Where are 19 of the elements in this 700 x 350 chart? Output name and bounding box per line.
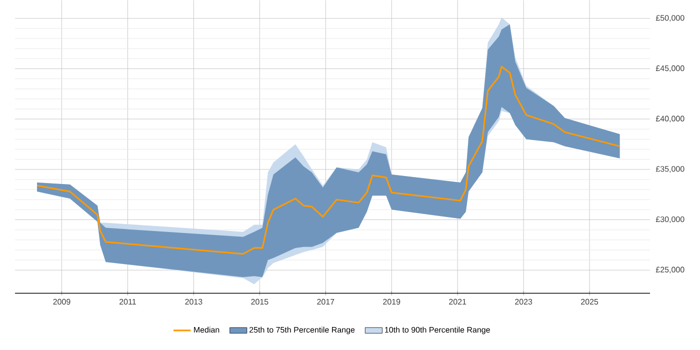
x-tick-label: 2025 [581,298,598,304]
x-tick-label: 2009 [53,298,70,304]
x-tick-label: 2013 [185,298,202,304]
legend-label: 25th to 75th Percentile Range [250,326,355,334]
legend-label: Median [194,326,220,332]
x-tick-label: 2019 [383,298,400,304]
legend-label: 10th to 90th Percentile Range [385,326,490,334]
x-tick-label: 2015 [251,298,268,304]
y-tick-label: £45,000 [656,65,684,72]
y-tick-label: £40,000 [656,116,684,122]
y-tick-label: £35,000 [656,166,684,173]
line-series [36,66,621,255]
x-tick-label: 2017 [317,298,334,304]
y-tick-label: £30,000 [656,216,684,223]
y-tick-label: £25,000 [656,266,684,274]
x-tick-label: 2021 [449,298,466,304]
x-tick-label: 2023 [515,298,532,304]
y-tick-label: £50,000 [656,14,684,22]
x-tick-label: 2011 [120,298,136,304]
